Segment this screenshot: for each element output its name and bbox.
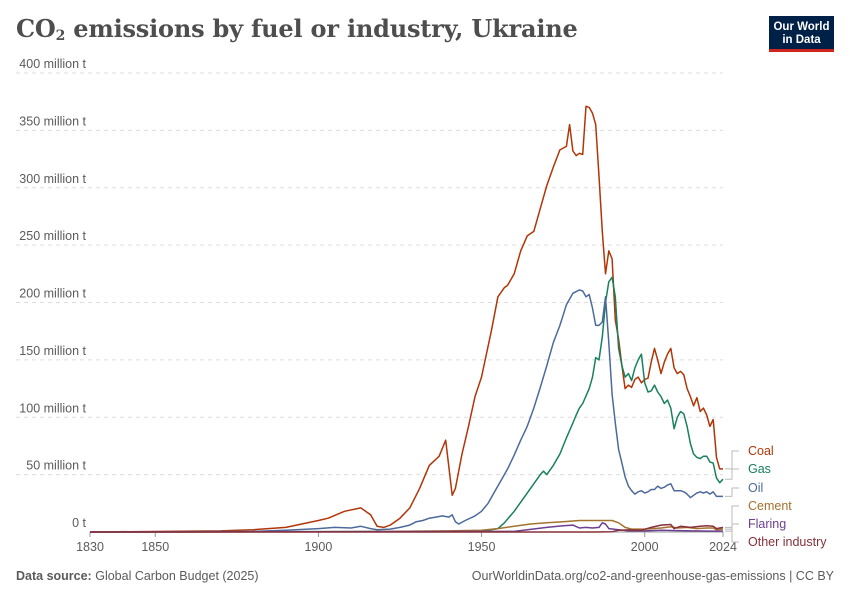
legend-label-oil: Oil [748,481,763,495]
x-tick-label: 1950 [468,540,496,554]
legend-labels[interactable]: Coal Gas Oil Cement Flaring Other industry [725,444,827,549]
series-line-oil [89,289,723,533]
logo-line-2: in Data [782,34,821,46]
x-axis: 1830 1850 1900 1950 2000 2024 [76,531,737,554]
data-source: Data source: Global Carbon Budget (2025) [16,569,259,583]
legend-label-coal: Coal [748,444,774,458]
legend-connector-oil [725,487,739,497]
y-axis-ticks: 0 t 50 million t 100 million t 150 million … [19,57,86,530]
series-line-coal [89,105,723,533]
logo-line-1: Our World [773,21,830,33]
series-line-flaring [89,522,723,533]
y-tick-label: 300 million t [19,172,86,186]
series-line-gas [89,276,724,533]
y-tick-label: 100 million t [19,401,86,415]
legend-connector-cement [725,505,739,530]
legend-connector-gas [725,468,739,480]
legend-label-other-industry: Other industry [748,535,827,549]
owid-logo[interactable]: Our World in Data [769,16,834,52]
x-tick-label: 2000 [631,540,659,554]
chart-title-subscript: 2 [55,28,66,44]
source-url[interactable]: OurWorldinData.org/co2-and-greenhouse-ga… [471,569,834,583]
y-tick-label: 200 million t [19,287,86,301]
y-tick-label: 250 million t [19,229,86,243]
legend-label-flaring: Flaring [748,517,786,531]
x-tick-label: 1900 [304,540,332,554]
y-tick-label: 50 million t [26,459,86,473]
data-source-link[interactable]: Global Carbon Budget (2025) [95,569,259,583]
x-tick-label: 1830 [76,540,104,554]
series-line-other-industry [90,523,724,533]
legend-label-cement: Cement [748,499,792,513]
legend-label-gas: Gas [748,462,771,476]
series-lines[interactable] [89,105,724,533]
y-tick-label: 0 t [72,516,86,530]
chart-title-rest: emissions by fuel or industry, Ukraine [65,14,578,43]
y-tick-label: 150 million t [19,344,86,358]
grid-lines [16,72,723,476]
chart-title: CO2 emissions by fuel or industry, Ukrai… [16,14,578,44]
legend-connector-other-industry [725,526,739,543]
data-source-label: Data source: [16,569,92,583]
x-tick-label: 1850 [141,540,169,554]
x-tick-label: 2024 [709,540,737,554]
legend-connector-coal [725,450,739,470]
y-tick-label: 350 million t [19,114,86,128]
series-line-cement [89,519,724,533]
y-tick-label: 400 million t [19,57,86,71]
chart-title-main: CO [16,14,56,43]
